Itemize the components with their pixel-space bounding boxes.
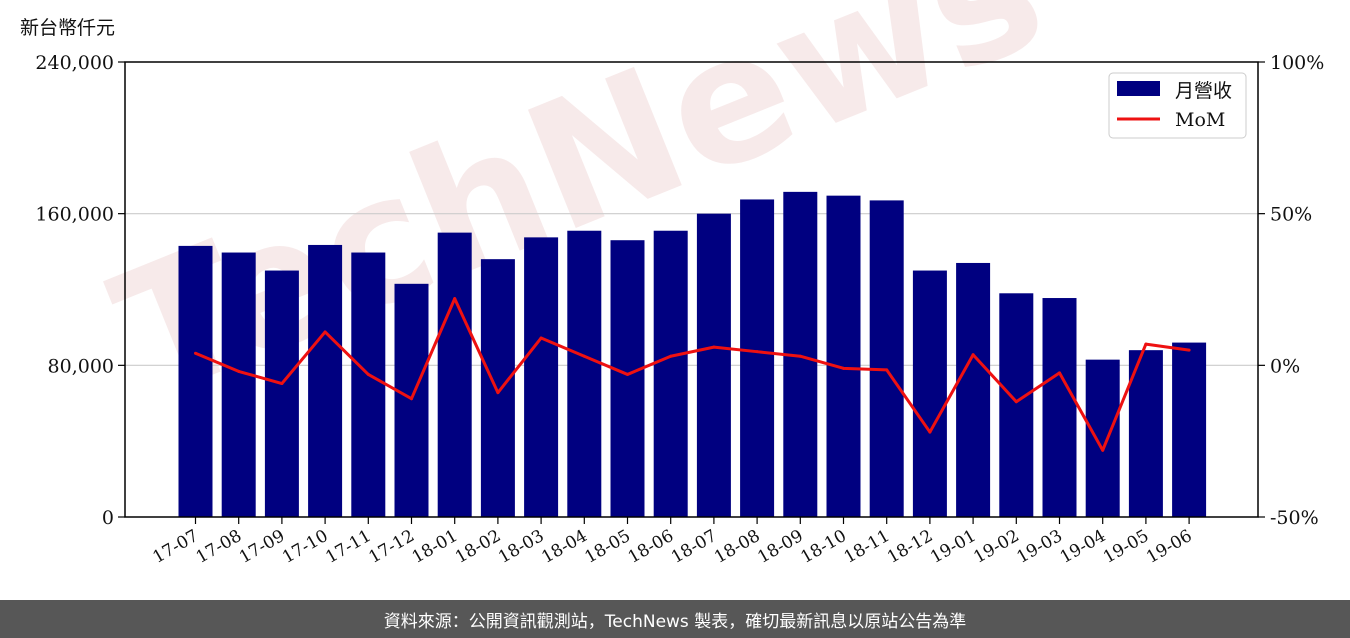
x-tick-label: 18-05 <box>582 526 634 568</box>
revenue-bar <box>956 262 991 517</box>
mom-point <box>496 391 500 395</box>
y2-tick-label: 100% <box>1270 52 1324 74</box>
x-tick-label: 18-12 <box>884 526 936 568</box>
mom-point <box>1014 400 1018 404</box>
revenue-bars <box>178 191 1207 518</box>
mom-point <box>1144 342 1148 346</box>
y-tick-label: 240,000 <box>35 52 114 74</box>
x-tick-label: 17-11 <box>322 526 374 568</box>
legend-bar-swatch <box>1117 81 1160 96</box>
mom-point <box>582 354 586 358</box>
mom-point <box>280 382 284 386</box>
y-tick-label: 160,000 <box>35 204 114 226</box>
y-tick-label: 80,000 <box>48 355 114 377</box>
mom-point <box>1101 448 1105 452</box>
mom-point <box>798 354 802 358</box>
revenue-bar <box>653 230 688 517</box>
mom-point <box>1058 371 1061 375</box>
revenue-bar <box>610 240 645 518</box>
mom-point <box>755 350 759 354</box>
footer-text: 資料來源：公開資訊觀測站，TechNews 製表，確切最新訊息以原站公告為準 <box>383 611 967 632</box>
revenue-bar <box>221 252 256 517</box>
x-tick-label: 18-10 <box>798 526 850 568</box>
revenue-bar <box>178 245 213 518</box>
x-tick-label: 18-11 <box>841 526 893 568</box>
mom-point <box>323 330 327 334</box>
mom-point <box>194 351 197 355</box>
mom-point <box>237 369 241 373</box>
mom-point <box>366 372 370 376</box>
legend: 月營收 MoM <box>1108 72 1247 139</box>
mom-point <box>539 336 543 340</box>
mom-point <box>626 372 629 376</box>
left-y-axis: 0 80,000 160,000 240,000 <box>35 52 125 529</box>
x-tick-label: 19-04 <box>1057 526 1109 568</box>
mom-point <box>1187 348 1191 352</box>
mom-polyline <box>194 297 1190 452</box>
legend-label-revenue: 月營收 <box>1175 80 1232 102</box>
mom-line <box>194 297 1191 452</box>
mom-point <box>453 297 457 301</box>
revenue-bar <box>308 244 343 517</box>
revenue-bar <box>1172 342 1207 517</box>
x-tick-label: 17-10 <box>279 526 331 568</box>
x-tick-label: 17-08 <box>193 526 245 568</box>
y2-tick-label: 50% <box>1270 204 1312 226</box>
mom-point <box>885 368 889 372</box>
x-tick-label: 19-02 <box>970 526 1022 568</box>
x-tick-label: 17-07 <box>150 526 202 568</box>
revenue-bar <box>912 270 947 517</box>
x-tick-label: 18-03 <box>495 526 547 568</box>
revenue-bar <box>1085 359 1120 517</box>
x-tick-label: 19-03 <box>1014 526 1066 568</box>
legend-label-mom: MoM <box>1175 109 1225 131</box>
right-y-axis: -50% 0% 50% 100% <box>1258 52 1324 529</box>
y-tick-label: 0 <box>102 507 114 529</box>
mom-point <box>712 345 716 349</box>
source-footer: 資料來源：公開資訊觀測站，TechNews 製表，確切最新訊息以原站公告為準 <box>0 600 1350 638</box>
mom-point <box>669 354 673 358</box>
x-tick-label: 18-01 <box>409 526 461 568</box>
revenue-bar <box>826 195 861 517</box>
mom-point <box>410 397 413 401</box>
revenue-bar <box>869 200 904 518</box>
mom-point <box>842 366 845 370</box>
revenue-bar <box>264 270 299 517</box>
revenue-bar <box>1128 350 1163 517</box>
revenue-bar <box>567 230 602 517</box>
x-tick-label: 18-06 <box>625 526 677 568</box>
revenue-bar <box>480 259 515 517</box>
x-tick-label: 19-06 <box>1143 526 1195 568</box>
plot-frame <box>124 61 1259 518</box>
x-tick-label: 19-01 <box>927 526 979 568</box>
revenue-bar <box>740 199 775 517</box>
x-tick-label: 18-04 <box>538 526 590 568</box>
y2-tick-label: 0% <box>1270 355 1300 377</box>
y-unit-label: 新台幣仟元 <box>20 17 115 39</box>
y2-tick-label: -50% <box>1270 507 1319 529</box>
mom-point <box>971 353 975 357</box>
x-tick-label: 17-12 <box>366 526 418 568</box>
x-axis: 17-0717-0817-0917-1017-1117-1218-0118-02… <box>150 517 1196 568</box>
revenue-bar <box>999 293 1034 517</box>
x-tick-label: 19-05 <box>1100 526 1152 568</box>
x-tick-label: 18-09 <box>754 526 806 568</box>
x-tick-label: 18-08 <box>711 526 763 568</box>
x-tick-label: 18-02 <box>452 526 504 568</box>
x-tick-label: 17-09 <box>236 526 288 568</box>
revenue-bar <box>437 232 472 517</box>
revenue-bar <box>696 213 731 517</box>
revenue-bar <box>351 252 386 517</box>
x-tick-label: 18-07 <box>668 526 720 568</box>
mom-point <box>928 430 932 434</box>
revenue-bar <box>1042 298 1077 517</box>
revenue-bar <box>524 237 559 518</box>
revenue-bar <box>394 283 429 517</box>
